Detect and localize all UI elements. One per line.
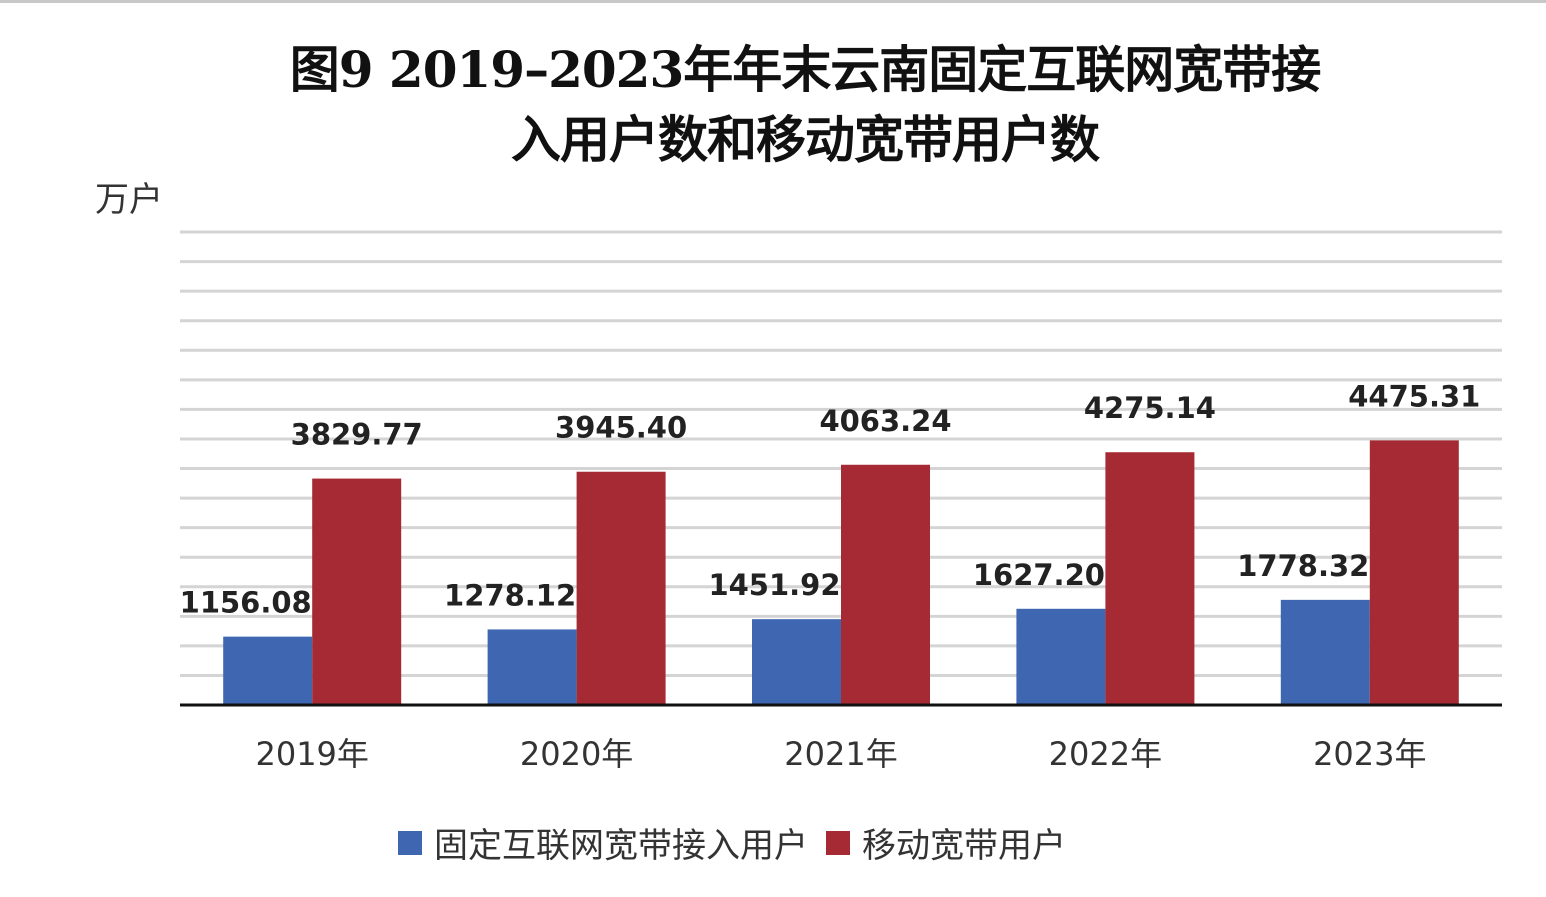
bar-mobile [841,464,930,705]
data-label: 4475.31 [1348,379,1480,413]
legend: 固定互联网宽带接入用户 移动宽带用户 [398,818,1084,867]
data-label: 1156.08 [180,586,312,620]
bar-mobile [1369,440,1459,705]
data-label: 1278.12 [444,578,576,612]
legend-label-mobile: 移动宽带用户 [862,826,1066,866]
data-label: 1451.92 [708,568,840,602]
data-label: 1627.20 [973,558,1105,592]
data-label: 1778.32 [1237,549,1369,583]
x-tick-label: 2023年 [1313,735,1426,773]
data-label: 4275.14 [1084,391,1216,425]
bar-fixed [487,629,577,705]
legend-swatch-fixed [398,830,422,855]
data-label: 3945.40 [555,411,687,445]
bar-mobile [576,471,666,705]
data-label: 3829.77 [291,418,423,452]
y-axis-unit: 万户 [95,180,163,220]
bar-fixed [1016,608,1106,705]
legend-swatch-mobile [826,830,850,855]
chart-title-line-1: 图9 2019–2023年年末云南固定互联网宽带接 [289,40,1322,99]
chart-title-line-2: 入用户数和移动宽带用户数 [511,110,1100,169]
legend-item-fixed: 固定互联网宽带接入用户 [398,818,808,867]
legend-label-fixed: 固定互联网宽带接入用户 [434,826,808,866]
x-tick-label: 2022年 [1049,735,1162,773]
bar-fixed [752,619,841,705]
x-tick-label: 2020年 [520,735,633,773]
bar-fixed [1280,599,1370,705]
bar-mobile [1105,452,1195,705]
legend-item-mobile: 移动宽带用户 [826,818,1066,867]
bar-mobile [312,478,402,705]
top-border [0,0,1546,3]
data-label: 4063.24 [819,404,951,438]
x-tick-label: 2019年 [255,735,368,773]
x-tick-label: 2021年 [784,735,897,773]
bar-fixed [223,636,313,705]
